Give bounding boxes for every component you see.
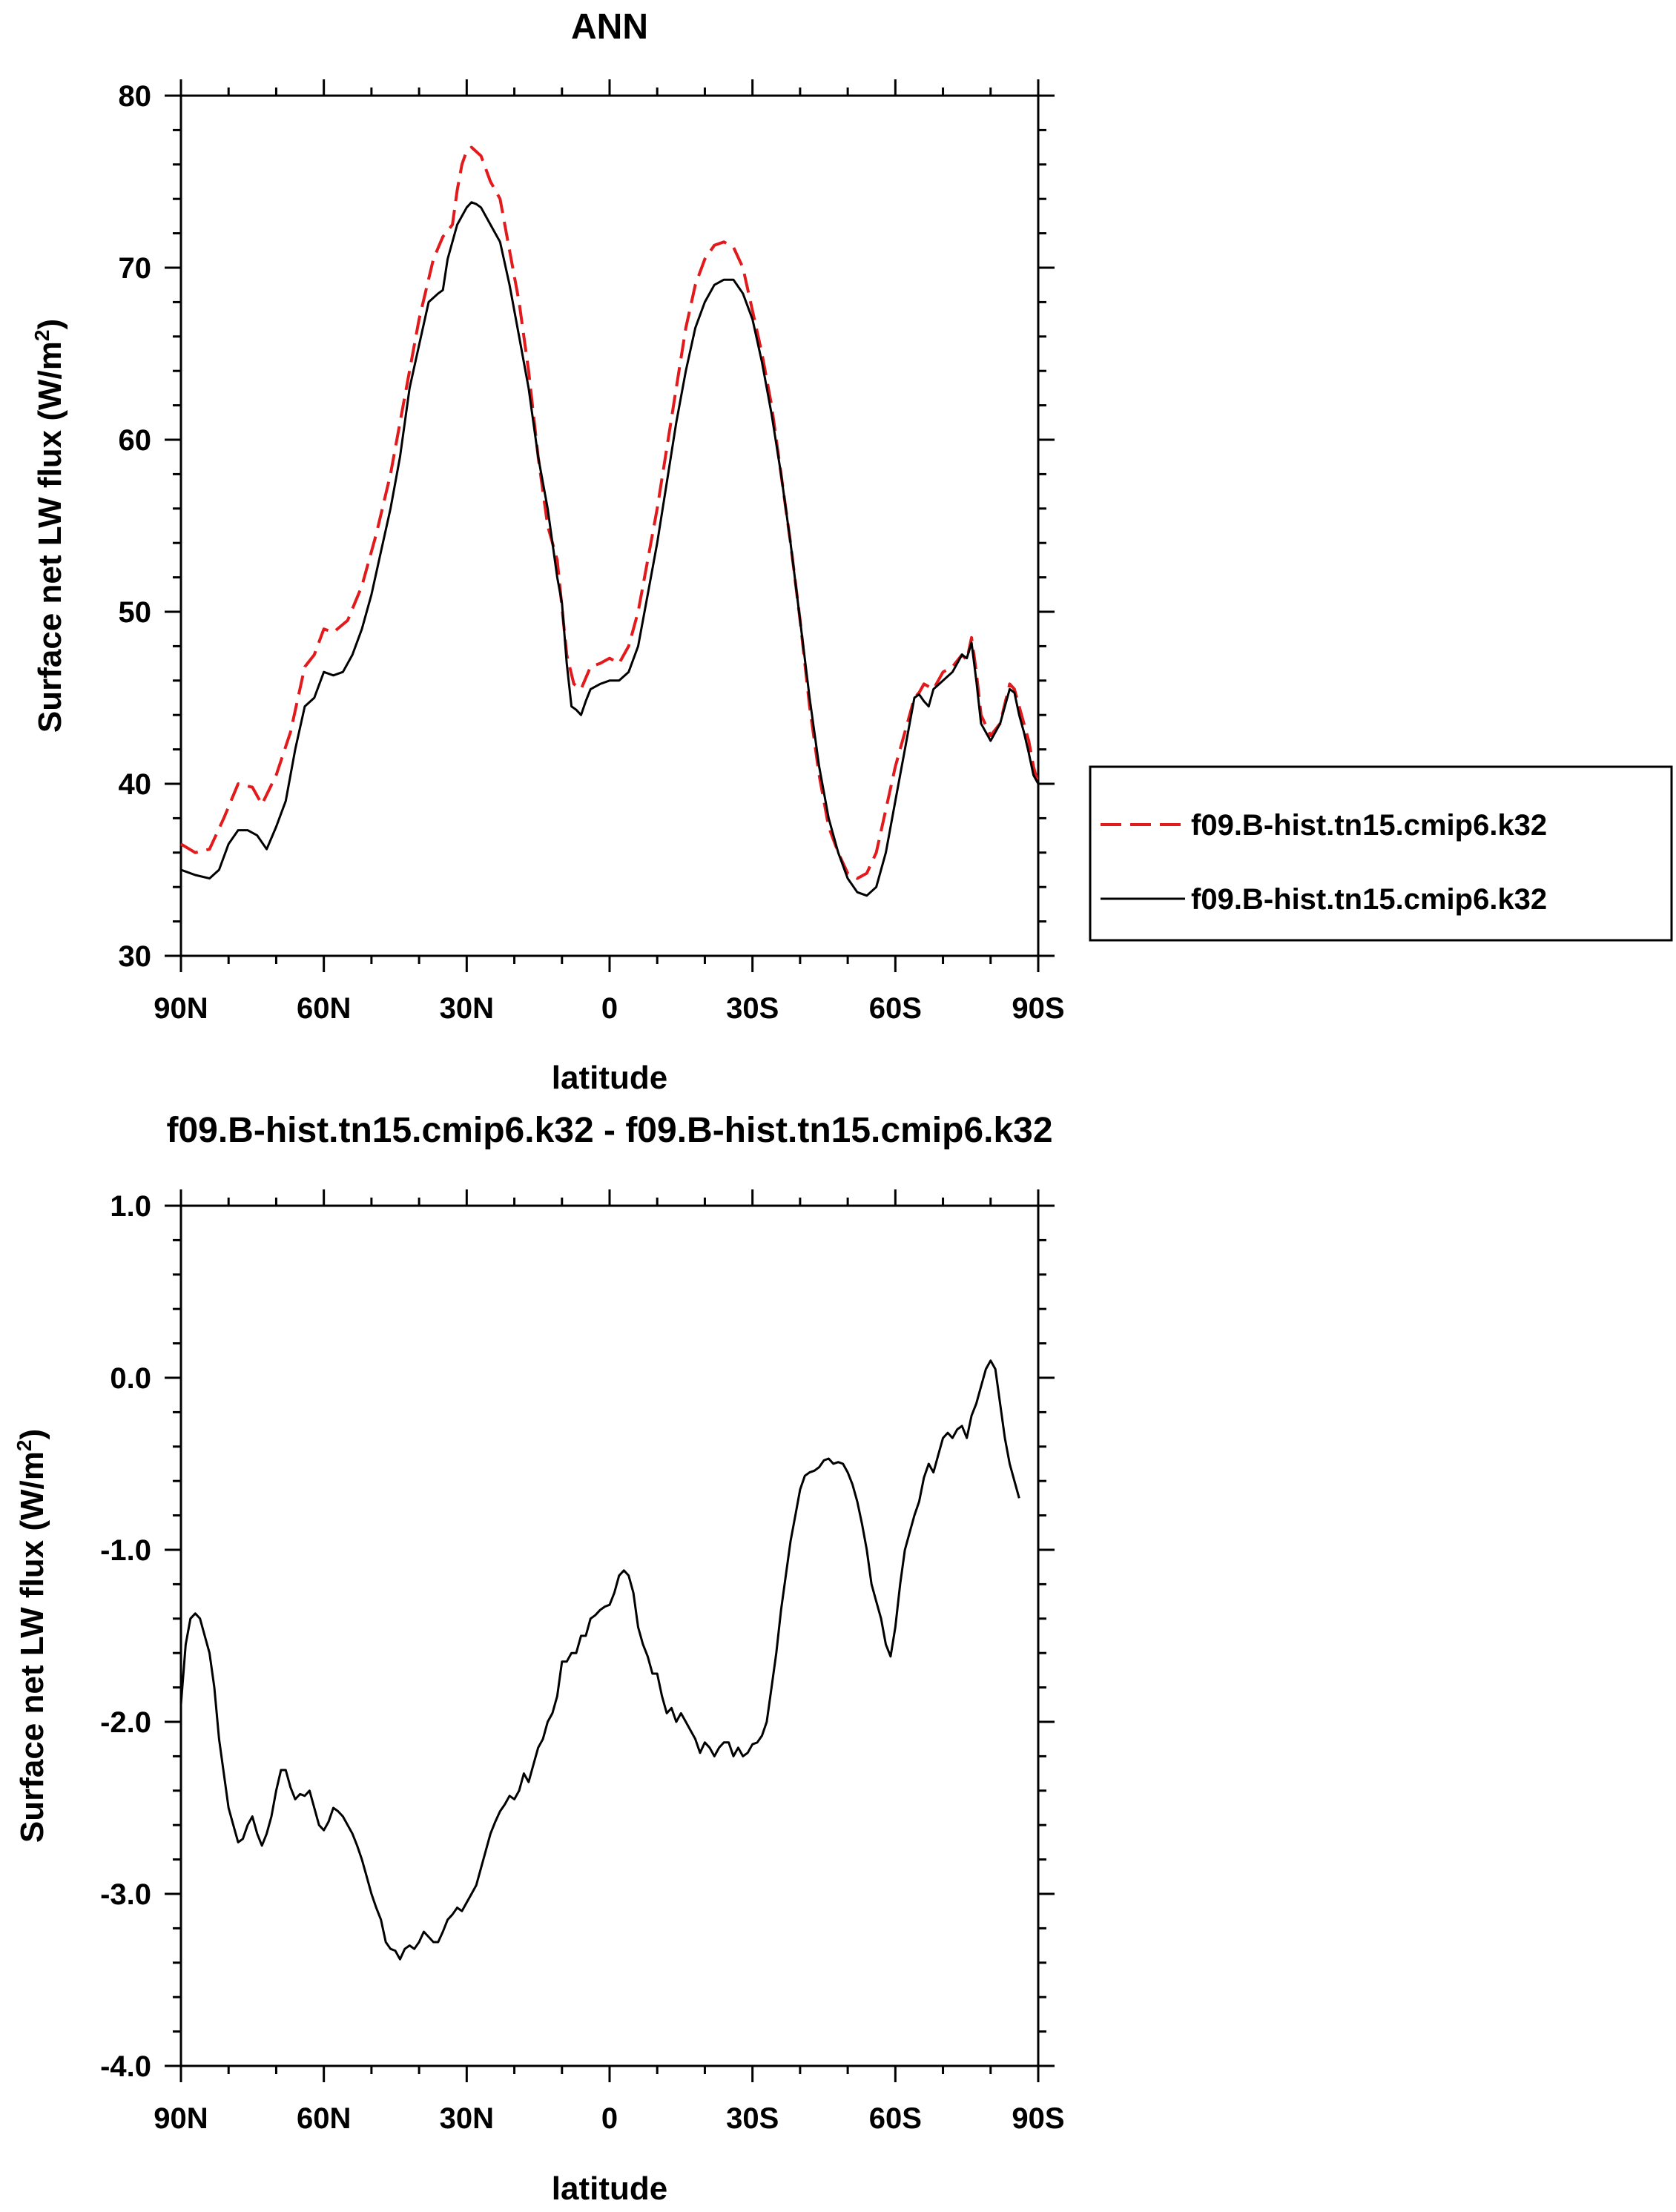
y-tick-label: 60 (119, 424, 152, 457)
y-axis-label: Surface net LW flux (W/m2) (30, 319, 68, 733)
x-tick-label: 90S (1012, 992, 1064, 1025)
legend-label-1: f09.B-hist.tn15.cmip6.k32 (1191, 809, 1547, 842)
y-tick-label: 30 (119, 940, 152, 973)
y-axis-label-superscript: 2 (30, 330, 53, 342)
tick-labels: 90N 60N 30N 0 30S 60S 90S 30 40 50 60 70 80 (119, 80, 1065, 1025)
y-tick-label: -2.0 (100, 1706, 151, 1739)
x-tick-label: 30N (440, 2102, 494, 2135)
y-axis-label-close: ) (32, 319, 68, 330)
x-tick-label: 0 (601, 992, 618, 1025)
series-line-1 (179, 145, 1040, 880)
y-axis-label-text: Surface net LW flux (W/m (14, 1451, 50, 1843)
y-tick-label: 1.0 (110, 1190, 151, 1223)
panel-title: f09.B-hist.tn15.cmip6.k32 - f09.B-hist.t… (166, 1111, 1052, 1150)
x-axis-label: latitude (552, 1060, 667, 1096)
x-tick-label: 90N (154, 2102, 208, 2135)
panel-title: ANN (571, 7, 648, 47)
legend: f09.B-hist.tn15.cmip6.k32 f09.B-hist.tn1… (1089, 765, 1673, 942)
x-axis-label: latitude (552, 2170, 667, 2207)
bottom-panel: f09.B-hist.tn15.cmip6.k32 - f09.B-hist.t… (13, 1111, 1065, 2207)
legend-label-2: f09.B-hist.tn15.cmip6.k32 (1191, 883, 1547, 916)
x-tick-label: 60S (869, 2102, 922, 2135)
plot-frame (179, 94, 1040, 957)
x-tick-label: 0 (601, 2102, 618, 2135)
tick-marks (165, 1189, 1055, 2082)
y-axis-label-superscript: 2 (13, 1440, 36, 1452)
x-tick-label: 30S (726, 992, 779, 1025)
x-tick-label: 30S (726, 2102, 779, 2135)
plot-frame (179, 1204, 1040, 2067)
series-lines (179, 1359, 1020, 1961)
x-tick-label: 60S (869, 992, 922, 1025)
x-tick-label: 90N (154, 992, 208, 1025)
y-tick-label: 40 (119, 768, 152, 801)
y-tick-label: 80 (119, 80, 152, 113)
legend-box (1089, 765, 1673, 942)
y-tick-label: -1.0 (100, 1534, 151, 1567)
x-tick-label: 90S (1012, 2102, 1064, 2135)
y-tick-label: 70 (119, 252, 152, 285)
y-tick-label: -4.0 (100, 2050, 151, 2083)
y-axis-label-close: ) (14, 1429, 50, 1440)
y-tick-label: 50 (119, 596, 152, 629)
y-axis-label-text: Surface net LW flux (W/m (32, 341, 68, 733)
series-line-2 (180, 201, 1040, 897)
x-tick-label: 60N (297, 992, 351, 1025)
series-lines (179, 145, 1040, 897)
tick-marks (165, 79, 1055, 972)
x-tick-label: 30N (440, 992, 494, 1025)
difference-line (179, 1359, 1020, 1961)
x-tick-label: 60N (297, 2102, 351, 2135)
top-panel: ANN 90N 60N 30N 0 30S 60S 90S 30 40 50 60 70 80 lati… (30, 7, 1673, 1096)
tick-labels: 90N 60N 30N 0 30S 60S 90S -4.0 -3.0 -2.0 -1.0 0.0 1.… (100, 1190, 1065, 2135)
y-tick-label: -3.0 (100, 1878, 151, 1911)
y-tick-label: 0.0 (110, 1362, 151, 1395)
y-axis-label: Surface net LW flux (W/m2) (13, 1429, 50, 1843)
